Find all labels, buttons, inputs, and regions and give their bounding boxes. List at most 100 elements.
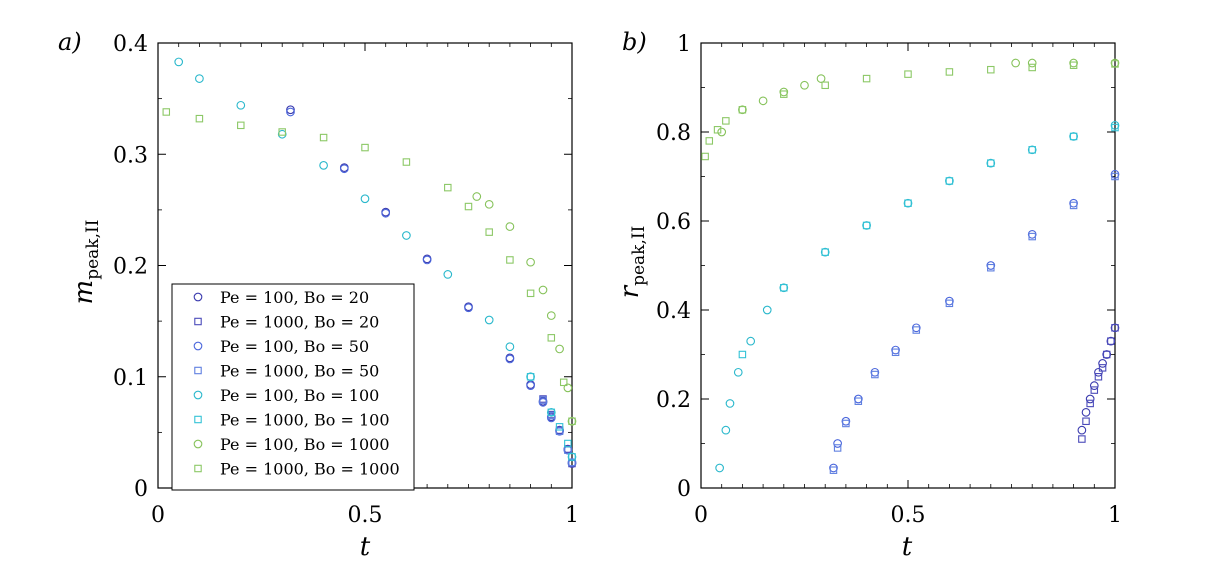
data-point: [733, 367, 743, 377]
panel-a-marks: [162, 57, 577, 468]
data-point: [505, 354, 515, 364]
data-point: [422, 255, 432, 265]
data-point: [945, 68, 954, 76]
data-point: [568, 453, 576, 461]
data-point: [539, 396, 547, 404]
data-point: [911, 323, 921, 333]
legend-marker: [193, 390, 203, 400]
data-point: [945, 296, 954, 306]
data-point: [862, 221, 871, 230]
panel-a-legend: Pe = 100, Bo = 20 Pe = 1000, Bo = 20 Pe = …: [171, 283, 415, 491]
panel-a-xtick-label: 1: [565, 503, 579, 528]
data-point: [546, 408, 556, 417]
legend-entry-label: Pe = 1000, Bo = 1000: [220, 460, 400, 479]
data-point: [1027, 230, 1037, 239]
data-point: [1069, 132, 1078, 141]
data-point: [1027, 145, 1037, 155]
data-point: [546, 413, 556, 423]
data-point: [195, 74, 204, 83]
data-point: [381, 208, 391, 218]
data-point: [526, 381, 535, 391]
panel-b-xtick-label: 1: [1108, 503, 1122, 528]
data-point: [725, 399, 735, 408]
data-point: [713, 126, 722, 134]
data-point: [871, 370, 879, 379]
data-point: [464, 303, 473, 313]
legend-entry-label: Pe = 1000, Bo = 100: [220, 411, 390, 430]
data-point: [912, 326, 921, 334]
data-point: [555, 427, 564, 436]
data-point: [1110, 120, 1120, 130]
data-point: [987, 159, 995, 167]
legend-entry-label: Pe = 1000, Bo = 20: [220, 313, 379, 332]
panel-a-x-axis-label: t: [360, 532, 371, 562]
data-point: [800, 80, 809, 90]
data-point: [722, 117, 730, 125]
panel-a-series-1: [539, 395, 576, 468]
legend-marker: [194, 464, 202, 473]
data-point: [987, 263, 995, 272]
data-point: [1085, 394, 1095, 404]
panel-a-letter: a): [58, 28, 82, 56]
data-point: [829, 463, 838, 473]
data-point: [547, 334, 556, 342]
data-point: [1111, 60, 1119, 68]
data-point: [444, 183, 452, 192]
data-point: [945, 176, 954, 186]
data-point: [945, 177, 954, 185]
data-point: [472, 192, 482, 201]
data-point: [1028, 146, 1036, 154]
data-point: [986, 158, 996, 168]
data-point: [555, 426, 564, 436]
data-point: [1098, 364, 1107, 372]
panel-a-ytick-label: 0.1: [113, 366, 148, 391]
data-point: [1069, 201, 1078, 210]
data-point: [1028, 63, 1036, 72]
data-point: [780, 90, 788, 98]
data-point: [319, 133, 328, 142]
data-point: [987, 65, 995, 74]
data-point: [286, 107, 295, 117]
data-point: [1078, 435, 1086, 443]
data-point: [862, 221, 871, 230]
legend-box: [171, 283, 415, 491]
data-point: [870, 367, 880, 377]
data-point: [1011, 58, 1020, 68]
data-point: [555, 423, 564, 431]
data-point: [1111, 324, 1119, 332]
panel-b-x-axis-label: t: [902, 532, 913, 562]
panel-a-ticks: 0 0.5 1 0 0.1 0.2 0.3 0.4: [113, 32, 579, 528]
legend-entry-label: Pe = 100, Bo = 50: [220, 337, 369, 356]
data-point: [833, 444, 842, 452]
data-point: [567, 452, 577, 462]
panel-b-series-0: [1077, 323, 1120, 435]
svg-text:mpeak,II: mpeak,II: [69, 220, 103, 305]
panel-b-series-1: [1078, 324, 1119, 443]
data-point: [829, 466, 838, 474]
data-point: [1110, 323, 1120, 333]
data-point: [758, 96, 768, 106]
data-point: [564, 439, 572, 448]
legend-marker: [194, 317, 202, 326]
data-point: [820, 247, 830, 257]
panel-b-series-5: [738, 123, 1119, 359]
panel-a-y-axis-label-main: m: [69, 280, 99, 305]
data-point: [361, 143, 369, 152]
data-point: [538, 285, 548, 295]
data-point: [236, 100, 246, 110]
data-point: [1090, 386, 1099, 394]
data-point: [568, 458, 576, 467]
data-point: [842, 419, 850, 428]
panel-b-marks: [701, 58, 1120, 474]
panel-b-series-7: [701, 60, 1119, 161]
data-point: [705, 137, 714, 145]
panel-b-ticks: 0 0.5 1 0 0.2 0.4 0.6 0.8 1: [656, 32, 1122, 528]
data-point: [1069, 58, 1078, 68]
data-point: [555, 344, 564, 354]
data-point: [721, 425, 731, 435]
panel-b-series-3: [829, 172, 1119, 474]
panel-b-ytick-label: 0: [677, 477, 691, 502]
panel-b-xtick-label: 0.5: [891, 503, 926, 528]
panel-b-y-axis-label-main: r: [615, 284, 645, 298]
data-point: [567, 458, 577, 467]
